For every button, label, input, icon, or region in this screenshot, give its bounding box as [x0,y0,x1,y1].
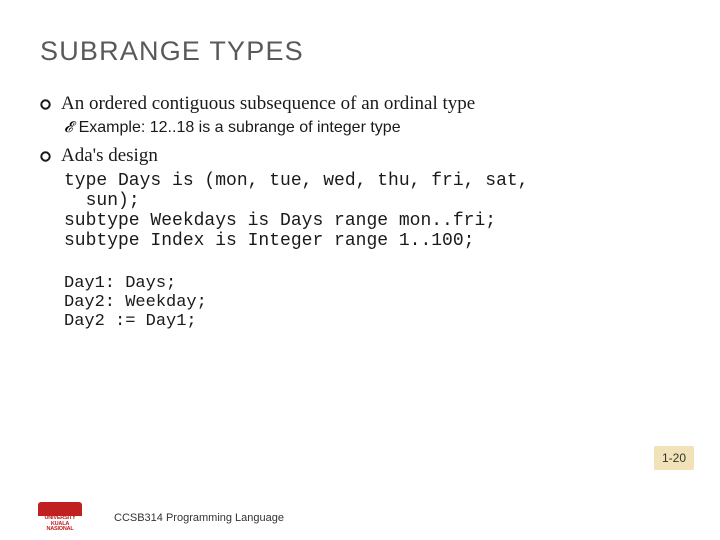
bullet-icon [40,99,51,110]
code-block-2: Day1: Days; Day2: Weekday; Day2 := Day1; [64,274,680,331]
bullet-list: An ordered contiguous subsequence of an … [40,93,680,167]
bullet-1: An ordered contiguous subsequence of an … [40,93,680,115]
bullet-2: Ada's design [40,145,680,167]
logo-line-3: NASIONAL [46,527,73,533]
sub-bullet-1-text: Example: 12..18 is a subrange of integer… [79,119,401,137]
slide-title: SUBRANGE TYPES [40,36,680,67]
university-logo: UNIVERSITY KUALA NASIONAL [30,500,90,536]
sub-bullet-label: Example: [79,119,150,136]
bullet-icon [40,151,51,162]
sub-bullet-rest: 12..18 is a subrange of integer type [150,119,401,136]
page-number-badge: 1-20 [654,446,694,470]
footer-course-label: CCSB314 Programming Language [114,512,284,524]
bullet-2-text: Ada's design [61,145,158,167]
curly-icon: 𝓔 [64,119,73,137]
slide: SUBRANGE TYPES An ordered contiguous sub… [0,0,720,540]
logo-shape [38,502,82,516]
footer: UNIVERSITY KUALA NASIONAL CCSB314 Progra… [0,495,720,540]
bullet-1-text: An ordered contiguous subsequence of an … [61,93,475,115]
code-block-1: type Days is (mon, tue, wed, thu, fri, s… [64,171,680,252]
sub-bullet-1: 𝓔 Example: 12..18 is a subrange of integ… [64,119,680,137]
